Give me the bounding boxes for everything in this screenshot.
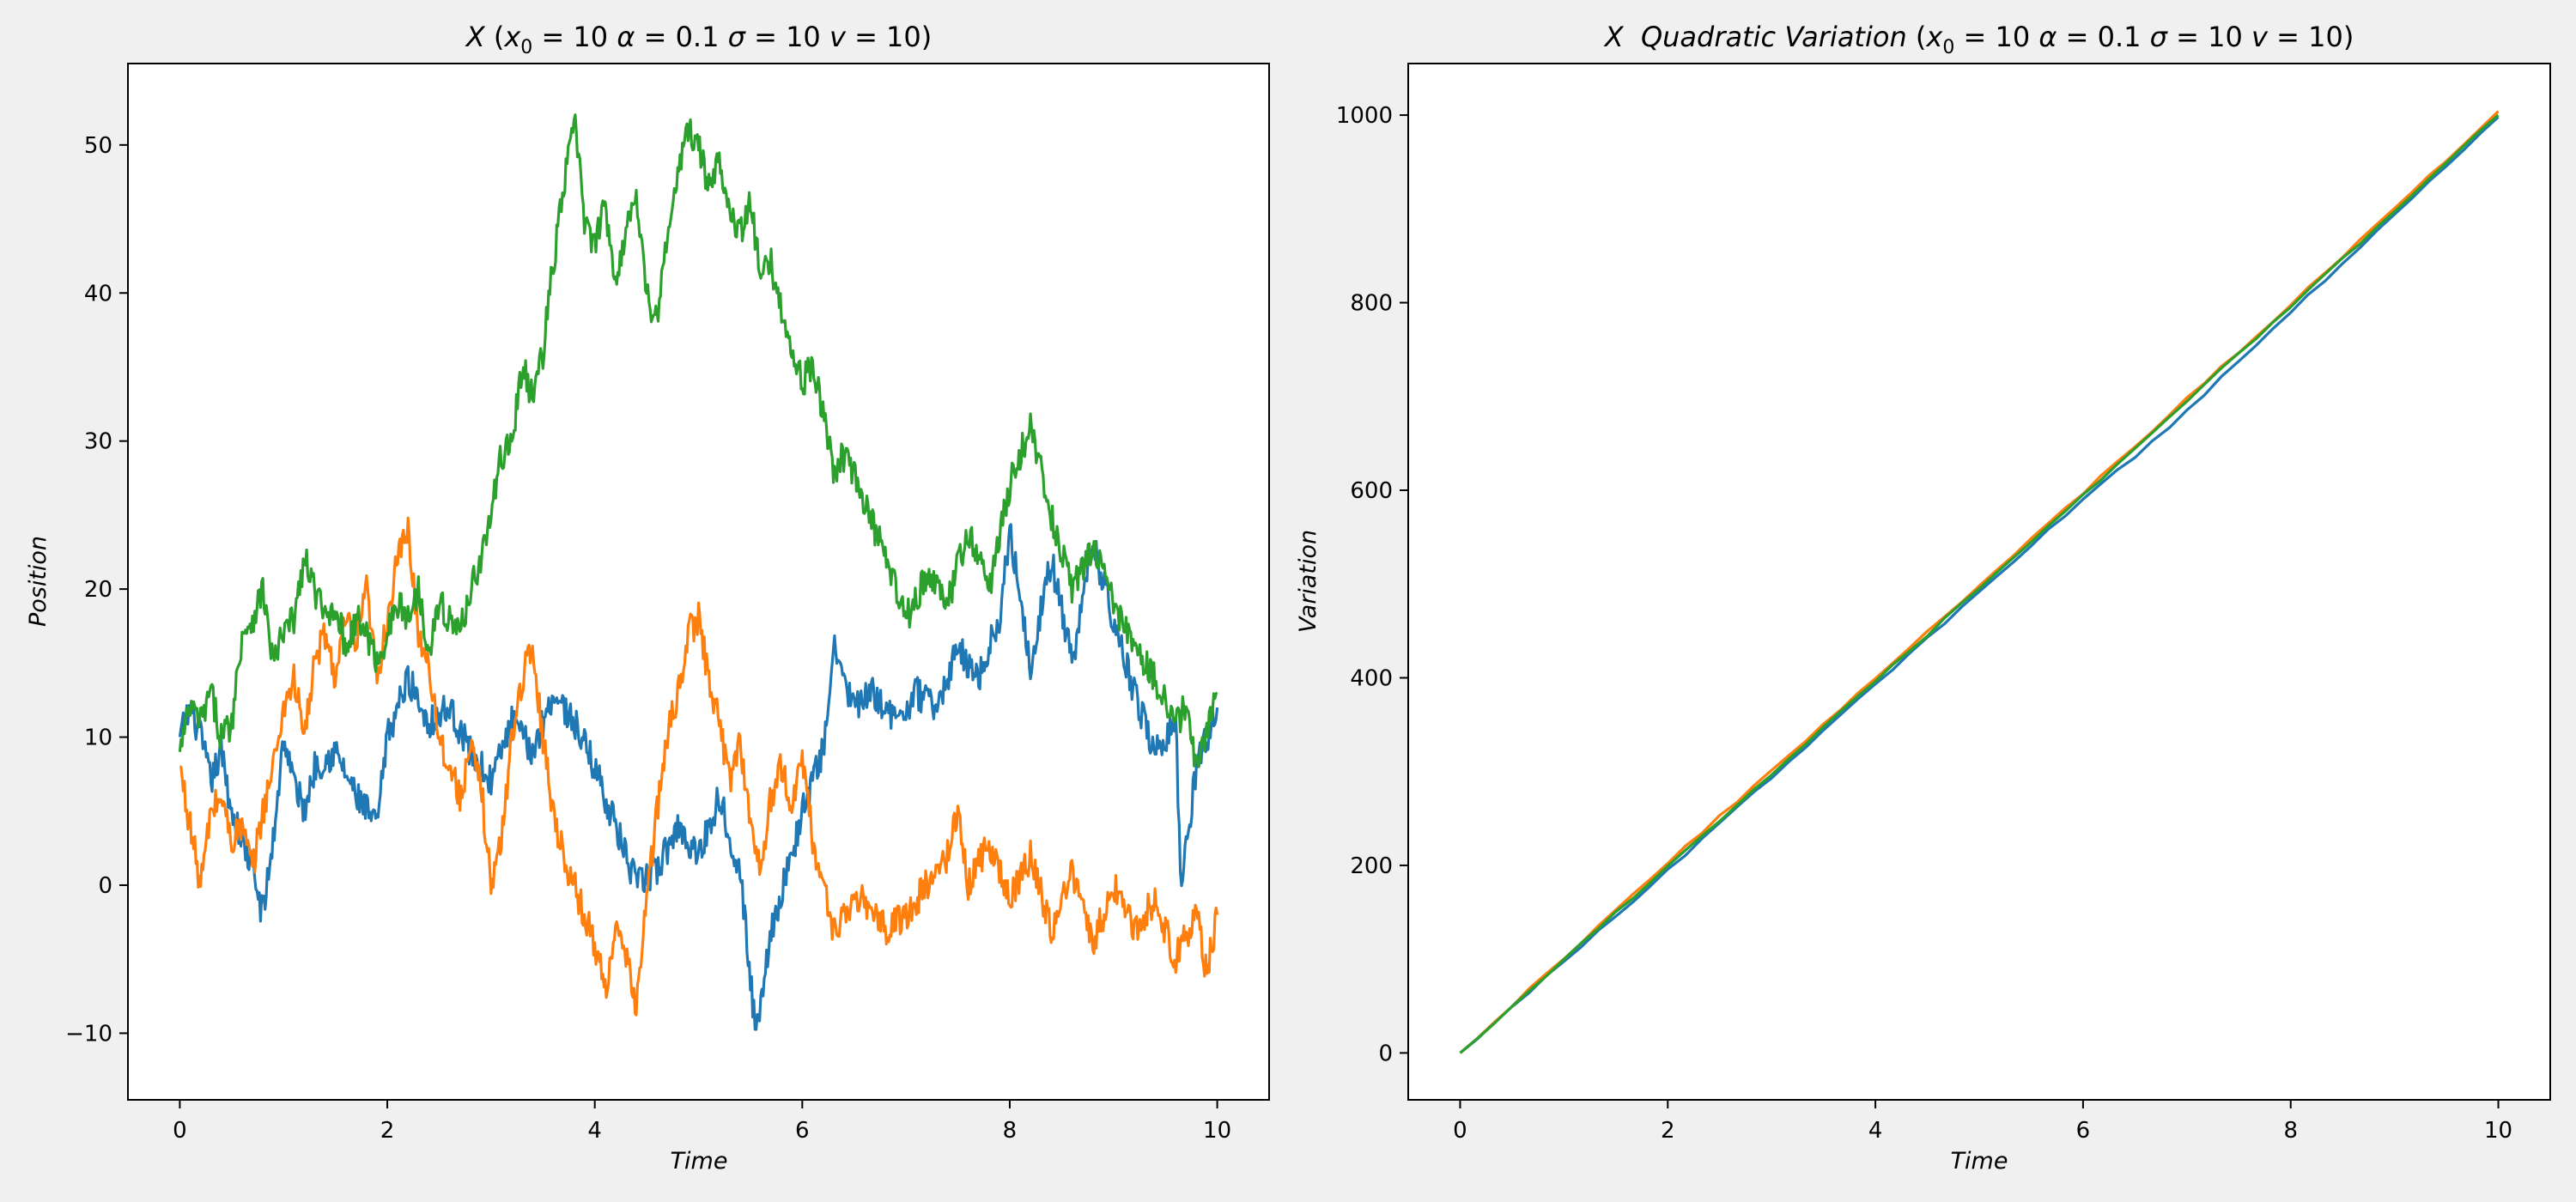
position-series-line-1 <box>178 523 1219 1031</box>
variation-y-ticks: 0 200 400 600 800 1000 <box>1336 103 1408 1066</box>
position-x-axis-label: Time <box>671 1148 728 1175</box>
position-series-layer <box>178 113 1219 1031</box>
quadratic-variation-chart-title: X Quadratic Variation (x0 = 10 α = 0.1 σ… <box>1603 21 2354 58</box>
position-y-tick-label: 50 <box>84 133 112 159</box>
position-y-tick-label: 30 <box>84 429 112 455</box>
position-chart-title: X (x0 = 10 α = 0.1 σ = 10 v = 10) <box>465 21 933 58</box>
variation-x-tick-label: 0 <box>1453 1118 1467 1144</box>
variation-y-tick-label: 200 <box>1350 853 1393 879</box>
variation-y-tick-label: 1000 <box>1336 103 1393 129</box>
position-y-tick-label: −10 <box>65 1021 112 1047</box>
position-y-axis-label: Position <box>25 536 52 627</box>
position-y-tick-label: 10 <box>84 725 112 751</box>
variation-plot-frame <box>1407 63 2551 1101</box>
position-chart: X (x0 = 10 α = 0.1 σ = 10 v = 10) 0 2 4 6 8 1… <box>25 21 1270 1175</box>
position-x-tick-label: 8 <box>1003 1118 1018 1144</box>
position-x-tick-label: 10 <box>1203 1118 1231 1144</box>
variation-x-tick-label: 2 <box>1661 1118 1675 1144</box>
variation-y-tick-label: 800 <box>1350 291 1393 317</box>
position-x-tick-label: 0 <box>173 1118 187 1144</box>
variation-x-tick-label: 6 <box>2076 1118 2091 1144</box>
position-y-tick-label: 0 <box>98 873 112 899</box>
variation-x-tick-label: 8 <box>2283 1118 2298 1144</box>
variation-series-line-3 <box>1459 113 2500 1054</box>
position-x-tick-label: 2 <box>380 1118 395 1144</box>
variation-series-line-1 <box>1459 116 2500 1054</box>
position-x-tick-label: 6 <box>795 1118 810 1144</box>
variation-x-ticks: 0 2 4 6 8 10 <box>1453 1100 2512 1144</box>
position-x-tick-label: 4 <box>587 1118 602 1144</box>
variation-y-axis-label: Variation <box>1295 530 1321 633</box>
position-y-ticks: −10 0 10 20 30 40 50 <box>65 133 128 1047</box>
variation-x-axis-label: Time <box>1951 1148 2008 1175</box>
variation-series-layer <box>1459 110 2500 1054</box>
variation-y-tick-label: 400 <box>1350 665 1393 691</box>
quadratic-variation-chart: X Quadratic Variation (x0 = 10 α = 0.1 σ… <box>1295 21 2551 1175</box>
position-plot-frame <box>127 63 1270 1101</box>
variation-y-tick-label: 0 <box>1378 1041 1393 1066</box>
position-series-line-3 <box>178 113 1218 768</box>
position-y-tick-label: 20 <box>84 577 112 603</box>
variation-x-tick-label: 4 <box>1868 1118 1883 1144</box>
variation-x-tick-label: 10 <box>2484 1118 2512 1144</box>
position-y-tick-label: 40 <box>84 281 112 307</box>
variation-y-tick-label: 600 <box>1350 478 1393 504</box>
position-x-ticks: 0 2 4 6 8 10 <box>173 1100 1231 1144</box>
